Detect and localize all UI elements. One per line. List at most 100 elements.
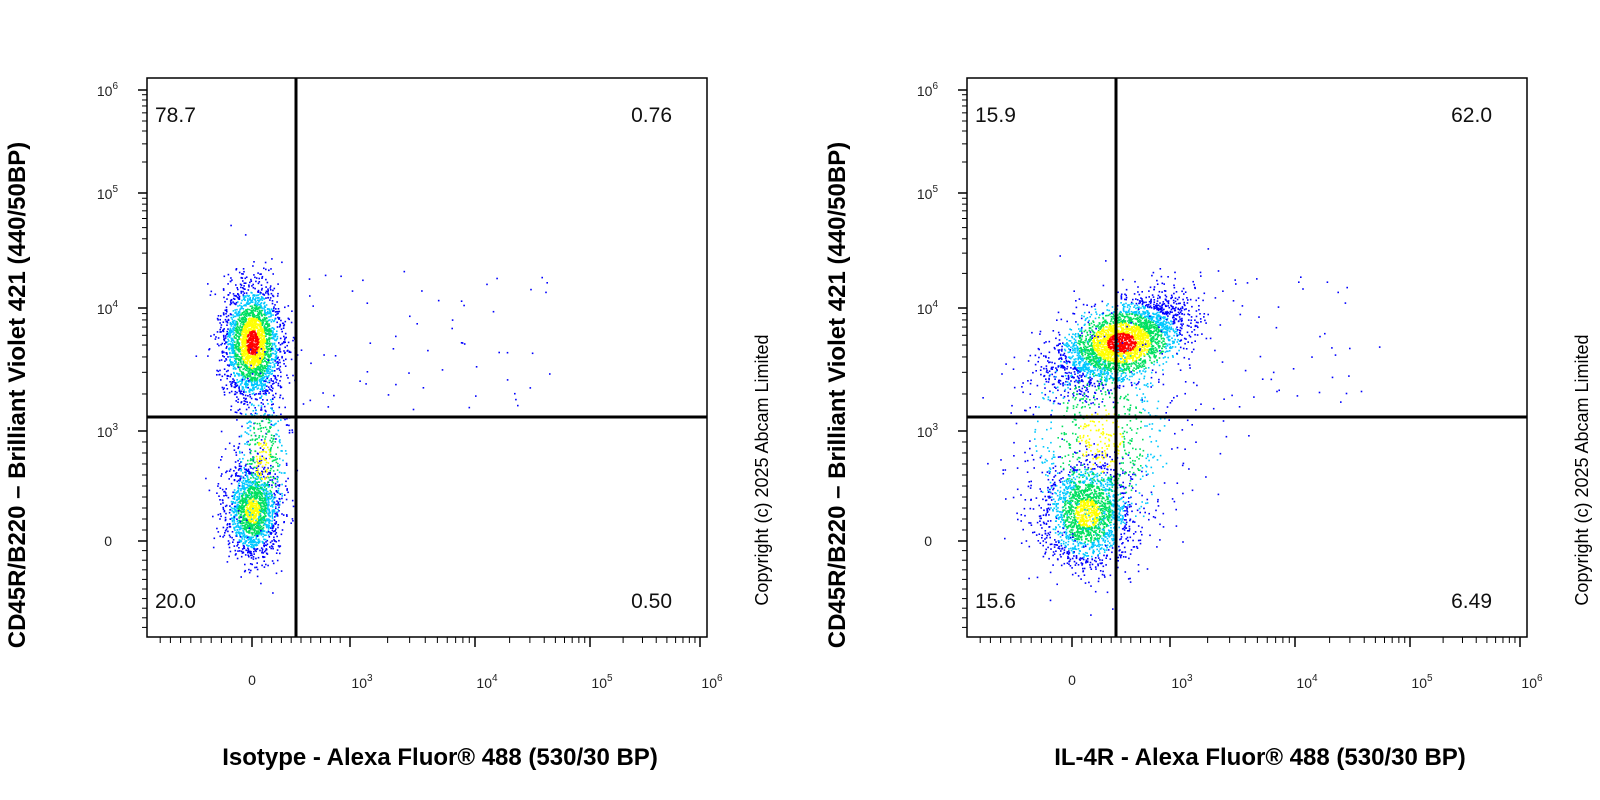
event-dot (285, 480, 287, 483)
event-dot (260, 313, 263, 315)
event-dot (240, 358, 243, 360)
event-dot (1117, 380, 1119, 382)
event-dot (230, 383, 232, 386)
event-dot (254, 548, 256, 550)
event-dot (264, 390, 266, 392)
event-dot (255, 497, 257, 500)
event-dot (258, 514, 260, 516)
event-dot (234, 325, 237, 327)
event-dot (242, 371, 244, 374)
event-dot (225, 347, 228, 349)
event-dot (252, 467, 254, 470)
event-dot (281, 356, 283, 359)
event-dot (242, 358, 244, 361)
cells-layer (982, 248, 1381, 616)
event-dot (224, 448, 227, 450)
event-dot (264, 463, 267, 466)
event-dot (261, 540, 264, 543)
event-dot (270, 400, 273, 403)
event-dot (254, 341, 257, 343)
event-dot (262, 503, 265, 505)
event-dot (248, 285, 250, 288)
event-dot (275, 310, 278, 313)
event-dot (269, 495, 271, 498)
event-dot (223, 495, 225, 497)
event-dot (260, 519, 262, 522)
event-dot (286, 374, 288, 377)
event-dot (235, 368, 237, 370)
event-dot (259, 549, 261, 552)
event-dot (242, 360, 245, 362)
event-dot (259, 303, 262, 305)
event-dot (268, 476, 270, 479)
event-dot (261, 502, 263, 504)
event-dot (260, 547, 263, 549)
event-dot (250, 278, 252, 281)
event-dot (264, 521, 267, 523)
event-dot (251, 345, 253, 348)
event-dot (236, 342, 238, 345)
event-dot (242, 329, 244, 331)
event-dot (268, 421, 271, 424)
event-dot (255, 557, 257, 560)
event-dot (257, 307, 260, 309)
event-dot (245, 365, 247, 367)
event-dot (270, 292, 273, 295)
event-dot (272, 380, 274, 382)
event-dot (257, 465, 260, 467)
event-dot (258, 277, 260, 280)
event-dot (230, 405, 233, 408)
event-dot (276, 357, 279, 360)
event-dot (260, 430, 262, 433)
event-dot (245, 540, 248, 542)
event-dot (255, 548, 258, 551)
event-dot (236, 372, 238, 375)
event-dot (274, 346, 277, 348)
event-dot (250, 413, 252, 415)
event-dot (395, 335, 397, 338)
event-dot (268, 342, 270, 345)
event-dot (281, 529, 284, 531)
event-dot (235, 301, 238, 304)
event-dot (258, 340, 261, 342)
event-dot (256, 496, 258, 498)
event-dot (251, 330, 253, 332)
event-dot (251, 309, 253, 312)
event-dot (229, 336, 231, 338)
event-dot (247, 358, 249, 360)
event-dot (265, 442, 268, 445)
event-dot (273, 538, 275, 541)
event-dot (236, 353, 239, 356)
event-dot (239, 531, 241, 534)
event-dot (276, 478, 278, 480)
event-dot (272, 320, 275, 323)
event-dot (240, 292, 243, 294)
event-dot (256, 518, 258, 520)
event-dot (270, 314, 273, 316)
event-dot (253, 534, 256, 537)
event-dot (262, 399, 264, 401)
event-dot (234, 309, 236, 311)
event-dot (240, 522, 242, 525)
event-dot (267, 365, 270, 367)
event-dot (244, 474, 247, 476)
event-dot (252, 318, 254, 321)
event-dot (233, 502, 235, 504)
event-dot (230, 316, 232, 319)
event-dot (269, 362, 272, 364)
event-dot (274, 516, 276, 518)
event-dot (273, 501, 276, 504)
event-dot (249, 452, 252, 455)
event-dot (242, 530, 245, 533)
event-dot (247, 515, 249, 517)
event-dot (265, 552, 268, 555)
event-dot (236, 331, 239, 333)
event-dot (468, 406, 471, 409)
event-dot (230, 373, 232, 376)
event-dot (243, 570, 246, 573)
event-dot (244, 304, 247, 307)
event-dot (240, 576, 242, 578)
event-dot (260, 379, 263, 381)
event-dot (234, 329, 236, 332)
event-dot (263, 294, 266, 296)
